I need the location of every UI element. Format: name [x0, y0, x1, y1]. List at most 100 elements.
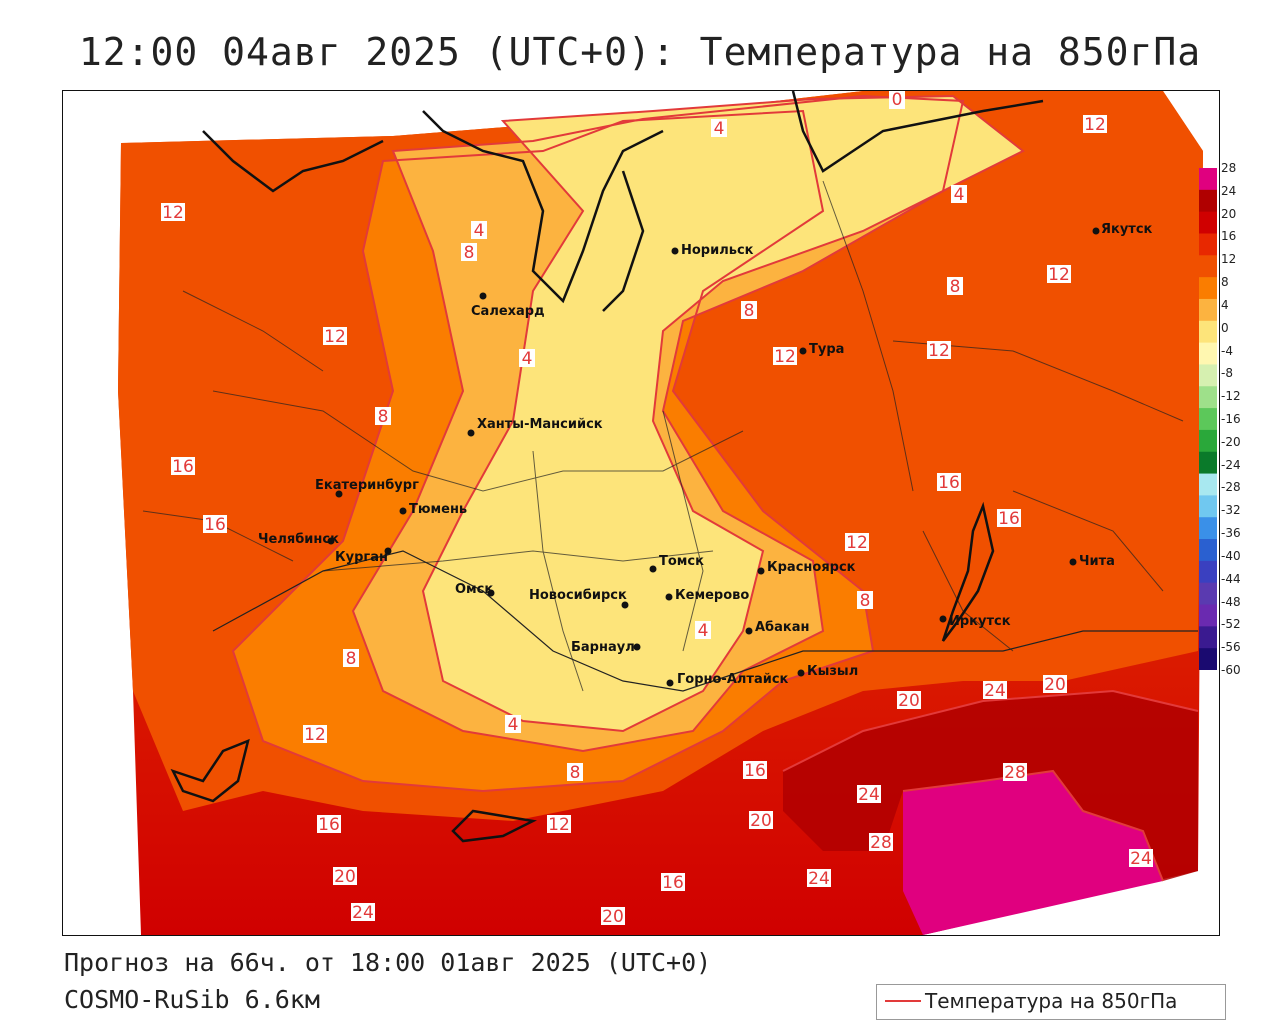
legend-line-swatch: [885, 1000, 921, 1002]
contour-label-12: 12: [161, 203, 185, 223]
city-chita: Чита: [1069, 554, 1115, 569]
colorbar-segment: [1199, 408, 1217, 431]
svg-text:8: 8: [378, 407, 389, 427]
colorbar-tick-label: 24: [1221, 183, 1237, 198]
city-omsk: Омск: [455, 582, 495, 597]
svg-text:24: 24: [858, 785, 880, 805]
contour-label-12: 12: [845, 533, 869, 553]
contour-label-16: 16: [997, 509, 1021, 529]
svg-text:28: 28: [1004, 763, 1026, 783]
svg-text:Тура: Тура: [809, 342, 844, 357]
contour-label-4: 4: [695, 621, 711, 641]
svg-text:Омск: Омск: [455, 582, 493, 597]
contour-label-0: 0: [889, 91, 905, 110]
svg-text:Тюмень: Тюмень: [409, 502, 467, 517]
cities: Салехард Норильск Якутск Тура Ханты-Манс…: [258, 222, 1153, 687]
city-kemerovo: Кемерово: [665, 588, 749, 603]
colorbar-tick-label: -48: [1221, 594, 1241, 609]
colorbar-segment: [1199, 539, 1217, 562]
colorbar-tick-label: -32: [1221, 503, 1241, 518]
colorbar-tick-label: -40: [1221, 548, 1241, 563]
colorbar-tick-label: -24: [1221, 457, 1241, 472]
svg-text:20: 20: [750, 811, 772, 831]
svg-text:Челябинск: Челябинск: [258, 532, 339, 547]
contour-label-28: 28: [1003, 763, 1027, 783]
colorbar-segment: [1199, 320, 1217, 344]
contour-label-16: 16: [661, 873, 685, 893]
temperature-map: Салехард Норильск Якутск Тура Ханты-Манс…: [63, 91, 1219, 935]
svg-text:Абакан: Абакан: [755, 620, 810, 635]
colorbar-tick-label: 28: [1221, 161, 1237, 175]
country-border: [212, 550, 1198, 692]
colorbar-tick-label: 16: [1221, 229, 1237, 244]
city-gorno-altaysk: Горно-Алтайск: [666, 672, 789, 687]
svg-text:8: 8: [950, 277, 961, 297]
svg-text:24: 24: [984, 681, 1006, 701]
svg-text:Салехард: Салехард: [471, 304, 545, 319]
svg-text:Барнаул: Барнаул: [571, 640, 635, 655]
city-barnaul: Барнаул: [571, 640, 641, 655]
svg-text:8: 8: [570, 763, 581, 783]
city-tomsk: Томск: [649, 554, 704, 573]
city-krasnoyarsk: Красноярск: [757, 560, 856, 575]
svg-text:0: 0: [892, 91, 903, 110]
colorbar-tick-label: -56: [1221, 640, 1241, 655]
legend: Температура на 850гПа: [876, 984, 1226, 1020]
svg-text:16: 16: [744, 761, 766, 781]
contour-label-4: 4: [711, 119, 727, 139]
svg-text:16: 16: [938, 473, 960, 493]
svg-text:4: 4: [714, 119, 725, 139]
map-frame: Салехард Норильск Якутск Тура Ханты-Манс…: [62, 90, 1220, 936]
svg-text:20: 20: [602, 907, 624, 927]
svg-text:20: 20: [898, 691, 920, 711]
contour-label-24: 24: [857, 785, 881, 805]
svg-text:Екатеринбург: Екатеринбург: [315, 478, 419, 493]
svg-text:Курган: Курган: [335, 550, 388, 565]
contour-label-16: 16: [743, 761, 767, 781]
contour-label-8: 8: [375, 407, 391, 427]
colorbar-tick-label: -4: [1221, 343, 1233, 358]
colorbar-segment: [1199, 451, 1217, 475]
forecast-info: Прогноз на 66ч. от 18:00 01авг 2025 (UTC…: [64, 948, 712, 977]
colorbar-tick-label: 12: [1221, 252, 1237, 267]
zone-0: [423, 96, 1023, 731]
colorbar-tick-label: -8: [1221, 366, 1233, 381]
colorbar-segment: [1199, 604, 1217, 627]
svg-text:16: 16: [172, 457, 194, 477]
colorbar-tick-label: 8: [1221, 275, 1229, 290]
colorbar-tick-label: 20: [1221, 206, 1237, 221]
svg-text:16: 16: [662, 873, 684, 893]
svg-text:4: 4: [522, 349, 533, 369]
contour-label-4: 4: [519, 349, 535, 369]
colorbar-tick-label: -44: [1221, 571, 1241, 586]
city-yekaterinburg: Екатеринбург: [315, 478, 419, 498]
city-novosibirsk: Новосибирск: [529, 588, 629, 609]
colorbar-segment: [1199, 386, 1217, 409]
contour-label-16: 16: [171, 457, 195, 477]
contour-label-16: 16: [317, 815, 341, 835]
contour-label-8: 8: [741, 301, 757, 321]
contour-label-8: 8: [343, 649, 359, 669]
svg-text:16: 16: [998, 509, 1020, 529]
contour-label-20: 20: [1043, 675, 1067, 695]
contour-label-12: 12: [323, 327, 347, 347]
svg-text:8: 8: [464, 243, 475, 263]
contour-label-12: 12: [1047, 265, 1071, 285]
zone-28: [903, 771, 1163, 935]
contour-label-4: 4: [505, 715, 521, 735]
contour-label-12: 12: [927, 341, 951, 361]
svg-text:Ханты-Мансийск: Ханты-Мансийск: [477, 417, 603, 432]
colorbar-segment: [1199, 364, 1217, 387]
city-tyumen: Тюмень: [399, 502, 467, 517]
colorbar-tick-label: -60: [1221, 663, 1241, 677]
svg-text:4: 4: [508, 715, 519, 735]
contour-label-8: 8: [461, 243, 477, 263]
svg-text:4: 4: [954, 185, 965, 205]
colorbar-tick-label: -20: [1221, 434, 1241, 449]
colorbar-segment: [1199, 626, 1217, 649]
svg-text:Кызыл: Кызыл: [807, 664, 858, 679]
contour-label-4: 4: [471, 221, 487, 241]
svg-text:12: 12: [304, 725, 326, 745]
model-name: COSMO-RuSib 6.6км: [64, 985, 320, 1014]
colorbar: [1199, 168, 1217, 670]
